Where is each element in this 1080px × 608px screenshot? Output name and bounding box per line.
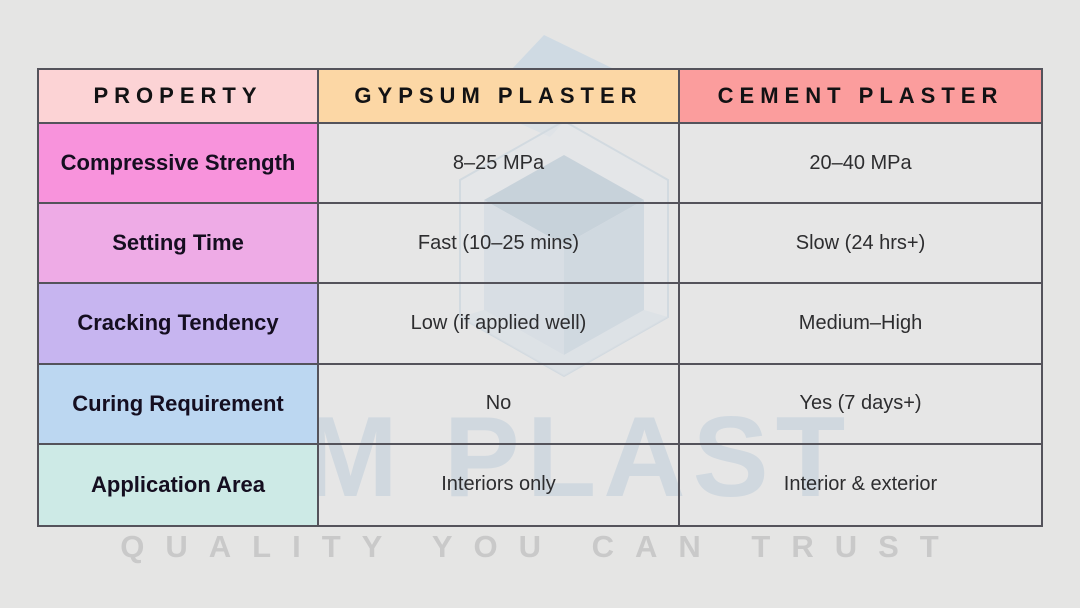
comparison-table: PROPERTY GYPSUM PLASTER CEMENT PLASTER C… bbox=[37, 68, 1043, 527]
cell-gypsum-compressive-strength: 8–25 MPa bbox=[319, 124, 680, 205]
cell-cement-curing-requirement: Yes (7 days+) bbox=[680, 364, 1041, 445]
header-cell-property: PROPERTY bbox=[39, 70, 319, 124]
row-label-text: Cracking Tendency bbox=[77, 310, 279, 336]
cell-value-text: Interiors only bbox=[441, 473, 556, 496]
row-label-text: Curing Requirement bbox=[72, 390, 284, 416]
cell-gypsum-setting-time: Fast (10–25 mins) bbox=[319, 204, 680, 285]
cell-cement-application-area: Interior & exterior bbox=[680, 444, 1041, 525]
row-label-text: Compressive Strength bbox=[60, 150, 296, 176]
cell-cement-compressive-strength: 20–40 MPa bbox=[680, 124, 1041, 205]
cell-gypsum-application-area: Interiors only bbox=[319, 444, 680, 525]
row-label-cracking-tendency: Cracking Tendency bbox=[39, 284, 319, 365]
cell-value-text: Fast (10–25 mins) bbox=[417, 231, 580, 254]
header-cell-gypsum: GYPSUM PLASTER bbox=[319, 70, 680, 124]
cell-value-text: No bbox=[485, 392, 512, 415]
header-label-property: PROPERTY bbox=[93, 83, 263, 108]
cell-value-text: Slow (24 hrs+) bbox=[795, 231, 926, 254]
cell-value-text: Interior & exterior bbox=[783, 473, 938, 496]
header-cell-cement: CEMENT PLASTER bbox=[680, 70, 1041, 124]
cell-cement-cracking-tendency: Medium–High bbox=[680, 284, 1041, 365]
header-label-gypsum: GYPSUM PLASTER bbox=[354, 83, 643, 108]
row-label-text: Application Area bbox=[91, 471, 265, 497]
cell-value-text: Yes (7 days+) bbox=[799, 392, 922, 415]
row-label-curing-requirement: Curing Requirement bbox=[39, 364, 319, 445]
cell-value-text: Medium–High bbox=[798, 311, 923, 334]
row-label-compressive-strength: Compressive Strength bbox=[39, 124, 319, 205]
cell-value-text: 20–40 MPa bbox=[809, 151, 912, 174]
watermark-tagline-text: QUALITY YOU CAN TRUST bbox=[120, 529, 960, 564]
row-label-application-area: Application Area bbox=[39, 444, 319, 525]
row-label-setting-time: Setting Time bbox=[39, 204, 319, 285]
cell-cement-setting-time: Slow (24 hrs+) bbox=[680, 204, 1041, 285]
cell-gypsum-curing-requirement: No bbox=[319, 364, 680, 445]
cell-value-text: Low (if applied well) bbox=[410, 311, 587, 334]
cell-value-text: 8–25 MPa bbox=[452, 151, 545, 174]
header-label-cement: CEMENT PLASTER bbox=[717, 83, 1004, 108]
row-label-text: Setting Time bbox=[112, 230, 244, 256]
cell-gypsum-cracking-tendency: Low (if applied well) bbox=[319, 284, 680, 365]
